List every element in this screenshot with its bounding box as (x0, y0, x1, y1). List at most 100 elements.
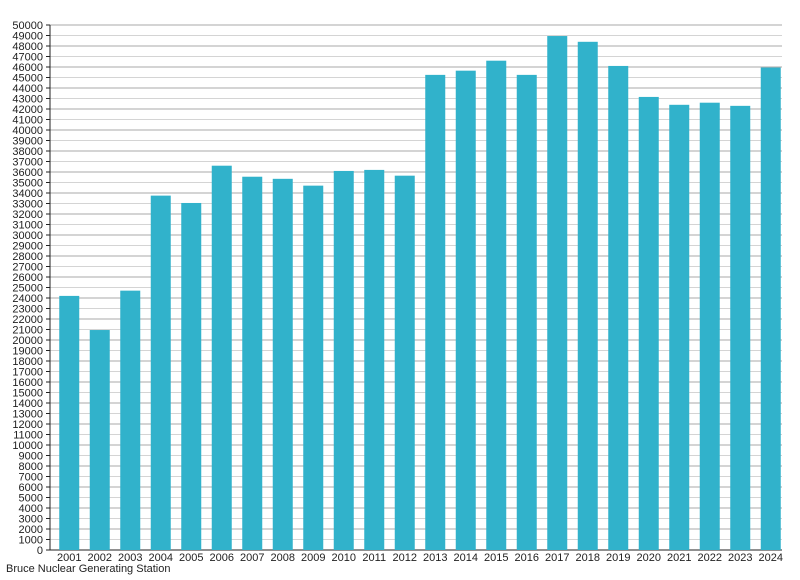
x-tick-label: 2002 (88, 552, 112, 564)
y-tick-label: 33000 (12, 199, 43, 211)
y-tick-label: 23000 (12, 304, 43, 316)
bar-2017 (547, 36, 568, 550)
x-tick-label: 2015 (484, 552, 508, 564)
y-tick-label: 21000 (12, 325, 43, 337)
bar-2013 (425, 74, 446, 550)
y-tick-label: 31000 (12, 220, 43, 232)
x-tick-label: 2010 (332, 552, 356, 564)
y-tick-label: 22000 (12, 314, 43, 326)
bar-2016 (516, 74, 537, 550)
bar-2023 (730, 105, 751, 550)
y-tick-label: 12000 (12, 419, 43, 431)
x-tick-label: 2019 (606, 552, 630, 564)
x-tick-label: 2007 (240, 552, 264, 564)
y-tick-label: 36000 (12, 167, 43, 179)
y-tick-label: 3000 (19, 514, 43, 526)
bar-2022 (699, 102, 720, 550)
bar-2006 (211, 165, 232, 550)
bar-2021 (669, 104, 690, 551)
y-tick-label: 16000 (12, 377, 43, 389)
bar-2018 (577, 41, 598, 551)
x-tick-label: 2001 (57, 552, 81, 564)
x-tick-label: 2020 (637, 552, 661, 564)
y-tick-label: 15000 (12, 388, 43, 400)
y-tick-label: 34000 (12, 188, 43, 200)
bar-2019 (608, 65, 629, 550)
x-tick-label: 2023 (728, 552, 752, 564)
y-tick-label: 40000 (12, 125, 43, 137)
x-tick-label: 2021 (667, 552, 691, 564)
y-tick-label: 8000 (19, 461, 43, 473)
bar-2004 (150, 195, 171, 550)
y-tick-label: 45000 (12, 73, 43, 85)
y-tick-label: 25000 (12, 283, 43, 295)
x-tick-label: 2012 (393, 552, 417, 564)
y-tick-label: 5000 (19, 493, 43, 505)
y-tick-label: 48000 (12, 41, 43, 53)
y-tick-label: 30000 (12, 230, 43, 242)
x-tick-label: 2024 (759, 552, 783, 564)
y-tick-label: 50000 (12, 20, 43, 32)
x-tick-label: 2016 (515, 552, 539, 564)
y-tick-label: 24000 (12, 293, 43, 305)
y-tick-label: 2000 (19, 524, 43, 536)
y-tick-label: 29000 (12, 241, 43, 253)
y-tick-label: 42000 (12, 104, 43, 116)
x-tick-label: 2018 (576, 552, 600, 564)
y-tick-label: 6000 (19, 482, 43, 494)
x-tick-label: 2011 (362, 552, 386, 564)
bar-2003 (120, 290, 141, 550)
y-tick-label: 9000 (19, 451, 43, 463)
y-tick-label: 14000 (12, 398, 43, 410)
y-tick-label: 1000 (19, 535, 43, 547)
bar-2009 (303, 185, 324, 550)
x-tick-label: 2009 (301, 552, 325, 564)
y-tick-label: 35000 (12, 178, 43, 190)
y-tick-label: 13000 (12, 409, 43, 421)
y-tick-label: 27000 (12, 262, 43, 274)
y-tick-label: 19000 (12, 346, 43, 358)
y-tick-label: 46000 (12, 62, 43, 74)
y-tick-label: 32000 (12, 209, 43, 221)
y-tick-label: 43000 (12, 94, 43, 106)
y-tick-label: 7000 (19, 472, 43, 484)
y-tick-label: 0 (37, 545, 43, 557)
x-tick-label: 2006 (210, 552, 234, 564)
y-tick-label: 11000 (13, 430, 43, 442)
x-tick-label: 2022 (698, 552, 722, 564)
bar-2005 (181, 202, 202, 550)
y-tick-label: 38000 (12, 146, 43, 158)
bar-2014 (455, 70, 476, 551)
y-tick-label: 18000 (12, 356, 43, 368)
bar-2012 (394, 175, 415, 551)
bar-2024 (760, 67, 781, 551)
bar-2015 (486, 60, 507, 550)
x-tick-label: 2013 (423, 552, 447, 564)
y-tick-label: 10000 (12, 440, 43, 452)
x-tick-label: 2004 (149, 552, 173, 564)
bar-2010 (333, 170, 354, 550)
bar-2007 (242, 176, 263, 550)
y-tick-label: 41000 (12, 115, 43, 127)
bar-2008 (272, 178, 293, 550)
x-tick-label: 2005 (179, 552, 203, 564)
bar-2011 (364, 169, 385, 550)
y-tick-label: 20000 (12, 335, 43, 347)
bar-2002 (89, 330, 110, 550)
y-tick-label: 39000 (12, 136, 43, 148)
y-tick-label: 17000 (12, 367, 43, 379)
y-tick-label: 26000 (12, 272, 43, 284)
x-tick-label: 2008 (271, 552, 295, 564)
chart-caption: Bruce Nuclear Generating Station (6, 563, 171, 575)
y-tick-label: 28000 (12, 251, 43, 263)
y-tick-label: 47000 (12, 52, 43, 64)
y-tick-label: 4000 (19, 503, 43, 515)
x-tick-label: 2014 (454, 552, 478, 564)
bar-2001 (59, 295, 80, 550)
y-tick-label: 44000 (12, 83, 43, 95)
x-tick-label: 2003 (118, 552, 142, 564)
y-tick-label: 37000 (12, 157, 43, 169)
x-tick-label: 2017 (545, 552, 569, 564)
y-tick-label: 49000 (12, 31, 43, 43)
